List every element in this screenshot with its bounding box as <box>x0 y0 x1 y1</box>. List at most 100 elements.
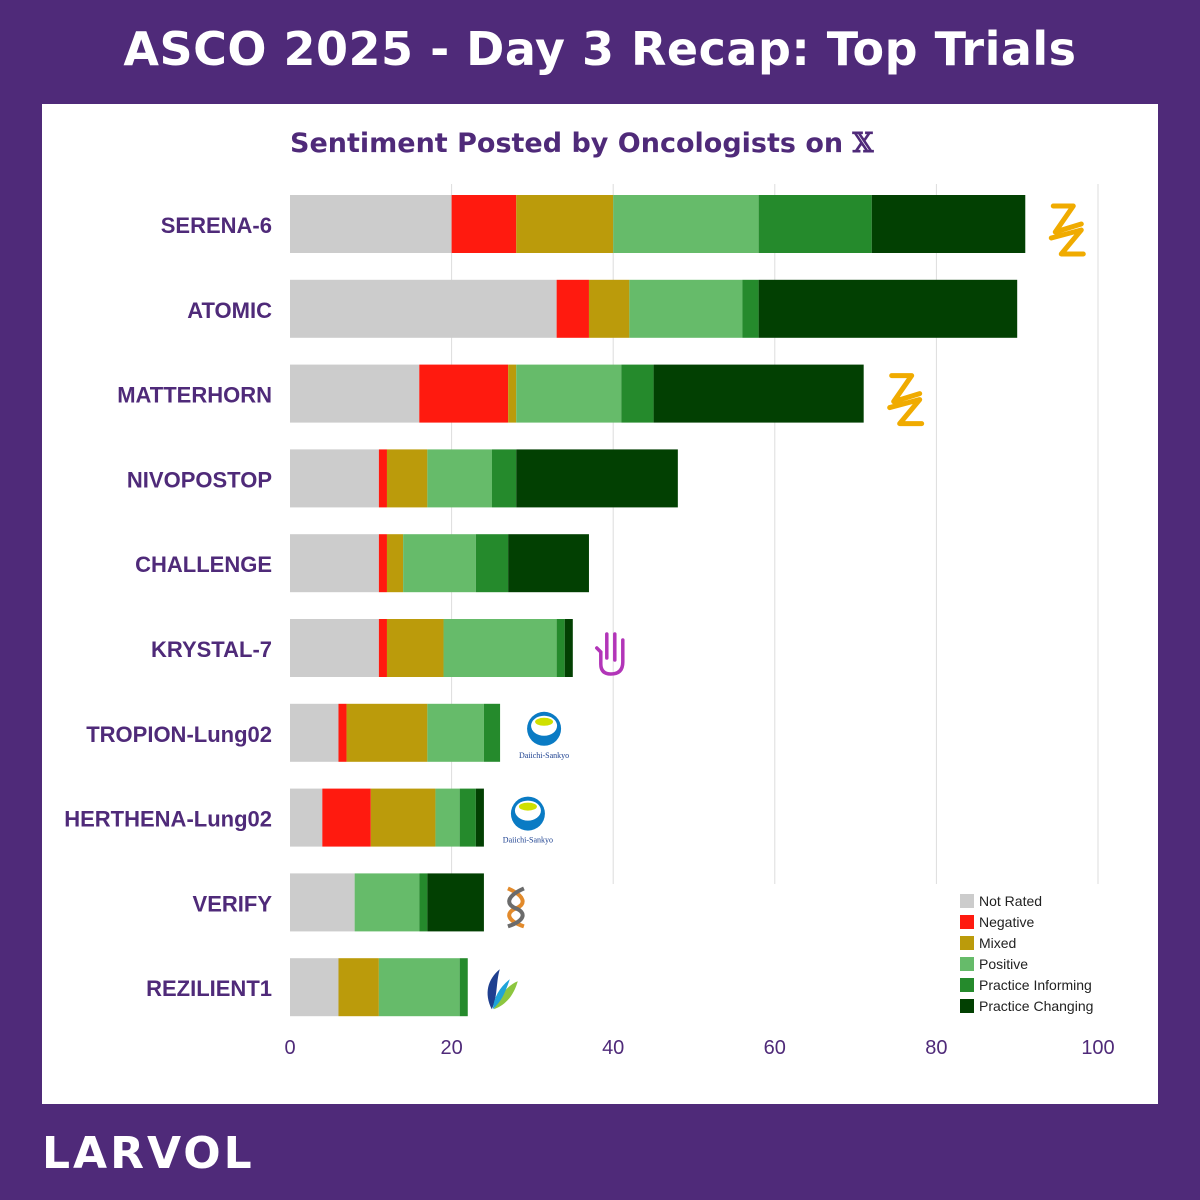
subtitle-text: Sentiment Posted by Oncologists on <box>290 128 844 159</box>
category-label: TROPION-Lung02 <box>86 722 272 747</box>
larvol-logo: LARVOL <box>42 1128 255 1179</box>
x-tick-label: 40 <box>602 1037 624 1059</box>
bar-segment <box>629 279 743 338</box>
bar-segment <box>588 279 630 338</box>
bar-segment <box>653 364 864 423</box>
nuvalent-logo <box>487 969 518 1010</box>
bar-segment <box>378 449 387 508</box>
bar-segment <box>290 195 452 253</box>
daiichi-sankyo-logo: Daiichi-Sankyo <box>503 796 553 845</box>
bar-segment <box>386 619 444 677</box>
bar-segment <box>378 958 460 1017</box>
bar-segment <box>378 619 387 677</box>
leaf-blue <box>487 969 500 1010</box>
daiichi-globe-accent <box>518 802 537 811</box>
helix-logo <box>507 886 525 929</box>
bar-segment <box>758 195 872 253</box>
x-tick-label: 100 <box>1081 1037 1114 1059</box>
bar-segment <box>516 195 614 253</box>
bar-segment <box>346 703 428 762</box>
category-label: ATOMIC <box>187 298 272 323</box>
bar-segment <box>370 788 436 847</box>
daiichi-wordmark: Daiichi-Sankyo <box>503 836 553 845</box>
daiichi-sankyo-logo: Daiichi-Sankyo <box>519 711 569 760</box>
x-tick-label: 60 <box>764 1037 786 1059</box>
bar-segment <box>290 279 557 338</box>
bar-segment <box>613 195 759 253</box>
legend-label: Positive <box>979 956 1028 972</box>
bar-segment <box>290 958 339 1017</box>
bar-segment <box>354 873 420 932</box>
leaf-green <box>493 981 518 1010</box>
bar-segment <box>338 958 379 1017</box>
daiichi-globe-accent <box>535 717 554 726</box>
bar-segment <box>290 788 323 847</box>
legend-label: Negative <box>979 914 1034 930</box>
bar-segment <box>492 449 517 508</box>
mirati-logo <box>595 632 625 676</box>
bar-segment <box>459 958 468 1017</box>
category-label: NIVOPOSTOP <box>127 467 272 492</box>
x-tick-label: 20 <box>440 1037 462 1059</box>
bar-segment <box>621 364 654 423</box>
bar-segment <box>290 703 339 762</box>
helix-strand-gray <box>507 886 525 929</box>
leaf-cyan <box>492 979 510 1010</box>
category-label: SERENA-6 <box>161 213 272 238</box>
legend-swatch <box>960 936 974 950</box>
bar-segment <box>427 449 492 508</box>
astrazeneca-mark <box>887 373 925 427</box>
bar-segment <box>435 788 460 847</box>
bar-segment <box>403 534 476 593</box>
bar-segment <box>483 703 501 762</box>
bar-segment <box>427 873 484 932</box>
bar-segment <box>475 534 509 593</box>
astrazeneca-logo <box>1048 203 1086 257</box>
bar-segment <box>516 364 622 423</box>
x-tick-label: 0 <box>284 1037 295 1059</box>
bar-segment <box>758 279 1018 338</box>
legend-swatch <box>960 999 974 1013</box>
x-tick-label: 80 <box>925 1037 947 1059</box>
category-label: REZILIENT1 <box>146 976 272 1001</box>
bar-segment <box>290 619 379 677</box>
bar-segment <box>378 534 387 593</box>
bar-segment <box>508 534 589 593</box>
legend-label: Practice Informing <box>979 977 1092 993</box>
hand-mark <box>595 632 625 676</box>
category-label: CHALLENGE <box>135 552 272 577</box>
category-label: MATTERHORN <box>117 383 272 408</box>
legend-swatch <box>960 894 974 908</box>
bar-segment <box>290 364 420 423</box>
bar-segment <box>290 449 379 508</box>
category-label: VERIFY <box>193 891 273 916</box>
bar-segment <box>386 534 404 593</box>
bar-segment <box>556 619 565 677</box>
category-label: KRYSTAL-7 <box>151 637 272 662</box>
bar-segment <box>556 279 589 338</box>
bar-segment <box>516 449 678 508</box>
legend-label: Not Rated <box>979 893 1042 909</box>
page-title: ASCO 2025 - Day 3 Recap: Top Trials <box>123 22 1077 76</box>
astrazeneca-logo <box>887 373 925 427</box>
bar-segment <box>290 873 355 932</box>
daiichi-wordmark: Daiichi-Sankyo <box>519 751 569 760</box>
bar-segment <box>419 873 428 932</box>
bar-segment <box>871 195 1026 253</box>
x-platform-icon: 𝕏 <box>852 128 874 159</box>
legend-swatch <box>960 978 974 992</box>
category-label: HERTHENA-Lung02 <box>64 807 272 832</box>
bar-segment <box>443 619 557 677</box>
bar-segment <box>475 788 484 847</box>
bar-segment <box>419 364 509 423</box>
bar-segment <box>742 279 759 338</box>
bar-segment <box>386 449 428 508</box>
bar-segment <box>508 364 517 423</box>
legend-swatch <box>960 957 974 971</box>
legend-label: Mixed <box>979 935 1016 951</box>
legend-swatch <box>960 915 974 929</box>
bar-segment <box>322 788 371 847</box>
bar-segment <box>564 619 573 677</box>
bar-segment <box>427 703 484 762</box>
